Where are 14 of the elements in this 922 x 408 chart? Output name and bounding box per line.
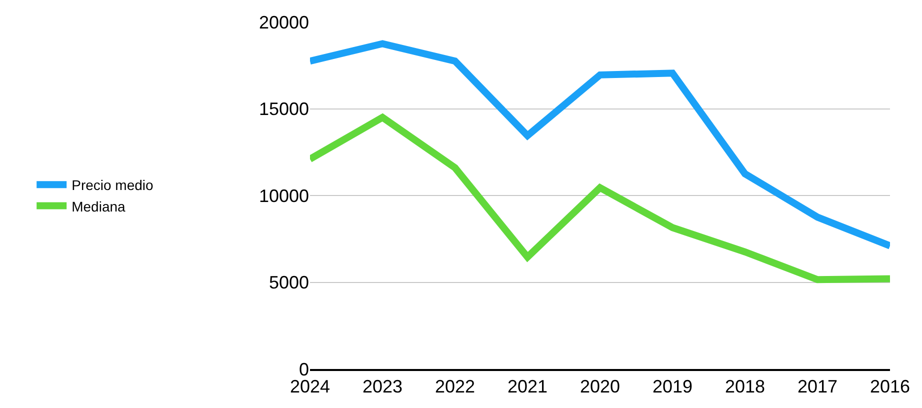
x-tick-label: 2016 <box>870 376 910 396</box>
x-tick-label: 2017 <box>797 376 838 396</box>
x-tick-label: 2018 <box>724 376 766 396</box>
x-tick-label: 2021 <box>507 376 548 396</box>
x-tick-label: 2019 <box>652 376 693 396</box>
y-tick-label: 10000 <box>258 186 309 206</box>
y-tick-label: 15000 <box>258 99 309 120</box>
x-tick-label: 2020 <box>580 376 620 396</box>
y-tick-label: 5000 <box>268 272 309 293</box>
y-tick-label: 20000 <box>258 12 309 32</box>
legend-label: Precio medio <box>72 177 154 194</box>
x-tick-label: 2022 <box>434 376 476 396</box>
x-tick-label: 2023 <box>362 376 403 396</box>
legend-label: Mediana <box>72 198 126 214</box>
